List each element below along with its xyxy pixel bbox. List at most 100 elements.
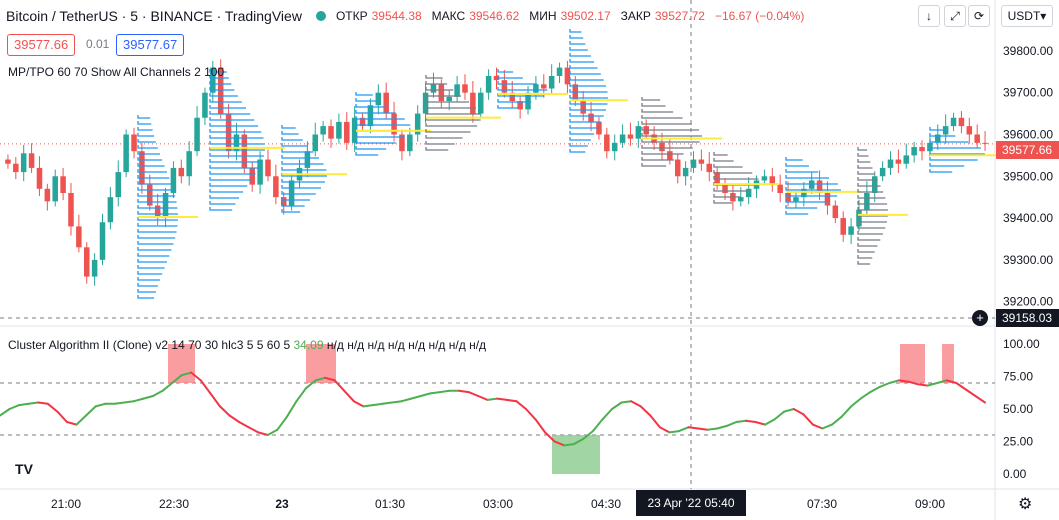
profile-bar [137, 199, 177, 203]
candle-body [304, 151, 311, 168]
time-tick-label: 21:00 [51, 497, 81, 511]
candle-body [958, 117, 965, 127]
candle-body [430, 84, 437, 93]
expand-icon[interactable]: ⤢ [944, 5, 966, 27]
candle-body [446, 96, 452, 102]
symbol-title[interactable]: Bitcoin / TetherUS · 5 · BINANCE · Tradi… [6, 8, 302, 24]
osc-tick-label: 100.00 [1003, 337, 1040, 351]
add-alert-icon[interactable]: + [972, 310, 988, 326]
candle-body [777, 184, 783, 193]
main-indicator-legend[interactable]: MP/TPO 60 70 Show All Channels 2 100 [8, 65, 225, 79]
candle-body [722, 184, 728, 193]
profile-bar [641, 121, 692, 125]
profile-bar [425, 135, 463, 139]
candle-body [44, 188, 51, 202]
profile-bar [137, 253, 170, 257]
profile-bar [569, 95, 608, 99]
settings-gear-icon[interactable]: ⚙ [1018, 496, 1033, 513]
close-label: ЗАКР [620, 9, 651, 23]
candle-body [414, 113, 421, 135]
candle-body [20, 153, 27, 173]
candle-body [919, 147, 925, 152]
profile-bar [281, 155, 319, 159]
osc-line-segment [371, 402, 384, 407]
candle-body [265, 159, 271, 177]
candle-body [572, 84, 579, 102]
profile-bar [929, 139, 969, 143]
osc-line-segment [285, 400, 298, 418]
profile-bar [209, 189, 244, 193]
profile-bar [209, 159, 263, 163]
candle-body [336, 121, 342, 139]
profile-bar [857, 165, 873, 169]
time-tick-label: 03:00 [483, 497, 513, 511]
profile-bar [641, 139, 700, 143]
profile-bar [569, 71, 601, 75]
profile-bar [281, 179, 325, 183]
price-tick-label: 39300.00 [1003, 253, 1053, 267]
scroll-down-icon[interactable]: ↓ [918, 5, 940, 27]
refresh-icon[interactable]: ⟳ [968, 5, 990, 27]
profile-bar [209, 99, 242, 103]
osc-line-segment [744, 419, 757, 423]
profile-bar [137, 187, 174, 191]
profile-bar [355, 98, 379, 102]
buy-button[interactable]: 39577.67 [116, 34, 185, 56]
candle-body [407, 134, 413, 152]
currency-select[interactable]: USDT▾ [1001, 5, 1053, 27]
profile-bar [569, 107, 607, 111]
osc-line-segment [362, 404, 374, 408]
profile-bar [355, 122, 411, 126]
candle-body [887, 159, 894, 168]
candle-body [619, 134, 626, 143]
profile-bar [137, 181, 172, 185]
profile-bar [785, 187, 841, 191]
osc-tick-label: 0.00 [1003, 467, 1027, 481]
profile-bar [281, 197, 311, 201]
candle-body [698, 159, 705, 164]
candle-body [115, 172, 122, 198]
osc-line-segment [764, 418, 776, 426]
profile-bar [425, 123, 478, 127]
osc-signal-zone [942, 344, 954, 383]
profile-bar [497, 75, 523, 79]
candle-body [13, 163, 19, 173]
profile-bar [641, 97, 661, 101]
profile-bar [569, 101, 608, 105]
profile-bar [569, 59, 595, 63]
osc-line-segment [8, 404, 21, 410]
osc-line-segment [247, 426, 260, 434]
profile-bar [355, 116, 405, 120]
osc-tick-label: 50.00 [1003, 402, 1033, 416]
na-value: н/д [387, 338, 405, 352]
osc-line-segment [314, 376, 327, 382]
candle-body [541, 84, 547, 89]
profile-bar [569, 89, 608, 93]
osc-line-segment [477, 395, 489, 401]
profile-bar [857, 177, 878, 181]
osc-line-segment [410, 395, 422, 400]
osc-line-segment [37, 401, 49, 405]
time-tick-label: 22:30 [159, 497, 189, 511]
candle-body [438, 84, 445, 102]
osc-line-segment [907, 380, 920, 386]
profile-bar [209, 177, 252, 181]
profile-bar [857, 261, 871, 265]
candle-body [186, 151, 192, 177]
profile-bar [281, 161, 324, 165]
profile-bar [929, 127, 947, 131]
profile-bar [569, 65, 598, 69]
na-value: н/д [469, 338, 487, 352]
profile-bar [857, 207, 888, 211]
candle-body [107, 197, 114, 223]
sub-indicator-label: Cluster Algorithm II (Clone) v2 14 70 30… [8, 338, 291, 352]
candle-body [36, 167, 43, 189]
time-tick-label: 23 [275, 497, 289, 511]
sub-indicator-legend[interactable]: Cluster Algorithm II (Clone) v2 14 70 30… [8, 338, 486, 352]
sell-button[interactable]: 39577.66 [7, 34, 76, 56]
profile-bar [785, 193, 838, 197]
profile-bar [713, 158, 734, 162]
profile-bar [355, 152, 379, 156]
osc-line-segment [438, 389, 451, 394]
